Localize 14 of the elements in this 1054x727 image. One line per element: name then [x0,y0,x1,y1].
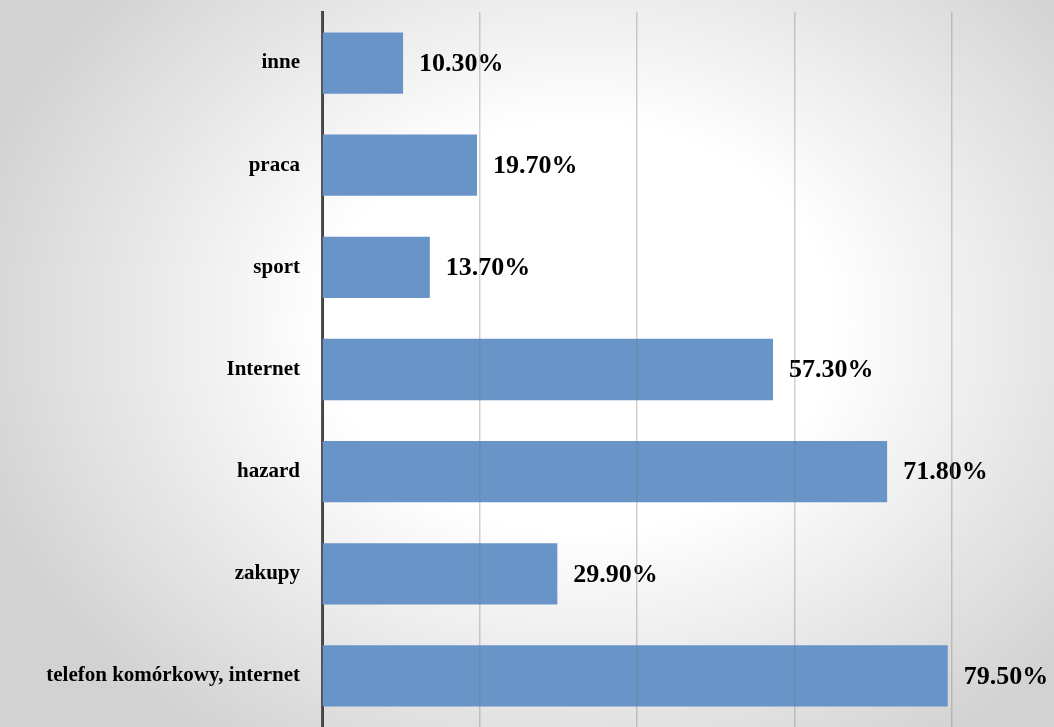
data-label: 71.80% [903,456,988,486]
y-tick-label: inne [261,49,300,74]
data-label: 10.30% [419,47,504,77]
data-label: 29.90% [573,558,658,588]
y-tick-label: hazard [237,458,301,483]
data-label: 57.30% [789,354,874,384]
y-tick-label: Internet [226,355,300,380]
data-label: 19.70% [493,149,578,179]
y-tick-label: zakupy [234,560,301,585]
y-tick-label: telefon komórkowy, internet [46,662,300,687]
data-label: 13.70% [445,252,531,282]
data-label: 79.50% [963,660,1049,690]
y-tick-label: praca [248,151,301,176]
y-tick-label: sport [253,253,300,278]
